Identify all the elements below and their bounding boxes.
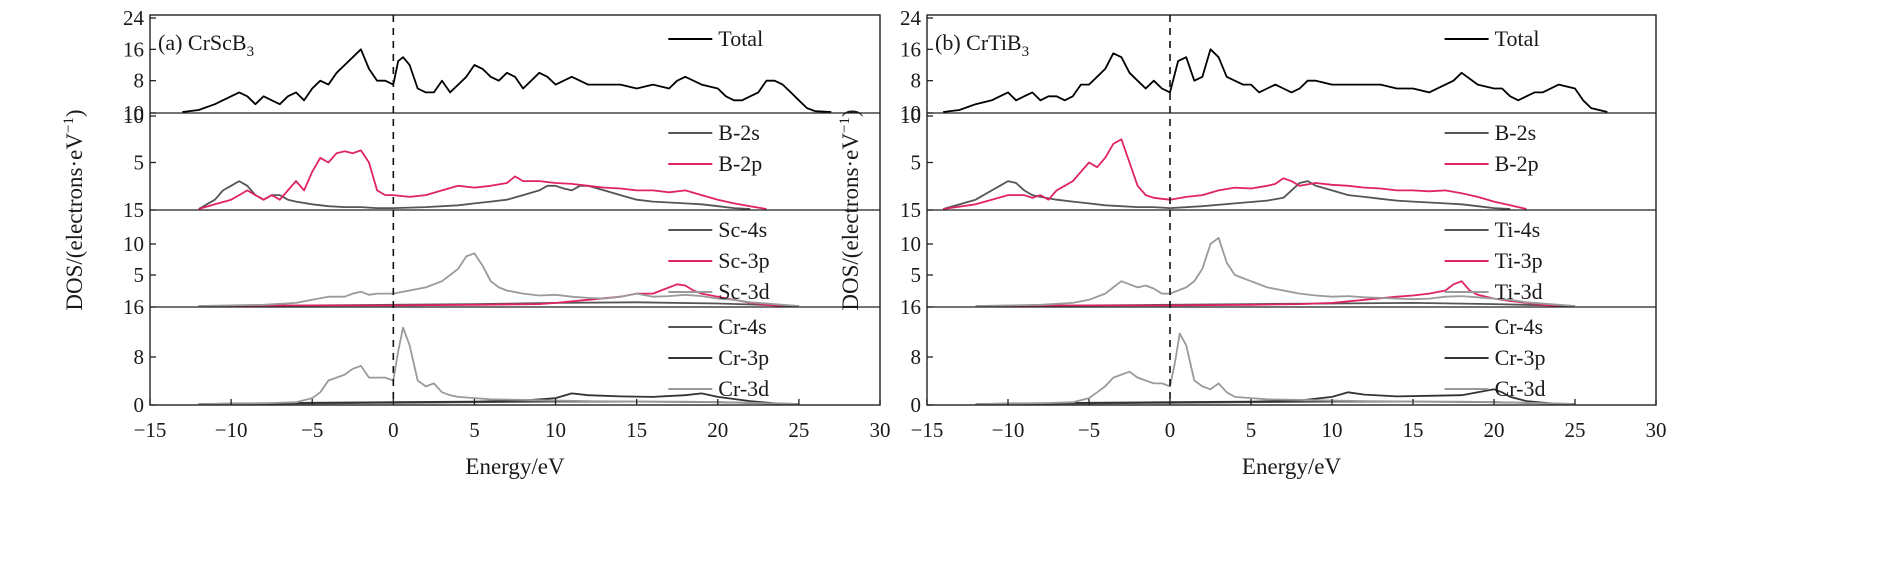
y-tick-label: 16 (900, 295, 921, 319)
series-line-b-2p (198, 149, 767, 210)
x-tick-label: 30 (1646, 418, 1667, 442)
y-tick-label: 16 (123, 37, 144, 61)
series-line-b-2s (942, 180, 1511, 210)
y-tick-label: 8 (911, 69, 922, 93)
legend-label-total: Total (718, 26, 763, 51)
x-tick-label: 0 (1165, 418, 1176, 442)
y-tick-label: 5 (911, 151, 922, 175)
series-line-cr-3p (975, 388, 1559, 405)
x-tick-label: 30 (870, 418, 891, 442)
y-tick-label: 5 (911, 263, 922, 287)
subplot-2: 10 5 16 Sc-4s Sc-3p Sc-3d (123, 209, 880, 319)
y-tick-label: 24 (900, 6, 922, 30)
y-tick-label: 10 (900, 101, 921, 125)
y-axis-title: DOS/(electrons·eV−1) (837, 109, 863, 310)
subplot-3: 8 0 Cr-4s Cr-3p Cr-3d (134, 306, 880, 417)
y-tick-label: 5 (134, 151, 145, 175)
x-tick-label: 10 (1322, 418, 1343, 442)
series-line-b-2p (943, 138, 1527, 210)
y-tick-label: 0 (911, 393, 922, 417)
legend-label-sc-4s: Sc-4s (718, 217, 767, 242)
legend-label-b-2s: B-2s (718, 120, 760, 145)
x-tick-label: −5 (301, 418, 323, 442)
y-tick-label: 15 (123, 198, 144, 222)
y-tick-label: 10 (900, 104, 921, 128)
x-tick-label: 20 (1484, 418, 1505, 442)
y-tick-label: 15 (900, 198, 921, 222)
y-tick-label: 5 (134, 263, 145, 287)
y-tick-label: 8 (911, 345, 922, 369)
x-axis-title: Energy/eV (1242, 454, 1342, 479)
x-tick-label: 15 (1403, 418, 1424, 442)
legend-label-cr-3d: Cr-3d (718, 376, 769, 401)
legend-label-cr-4s: Cr-4s (718, 314, 766, 339)
panel-b: 24 16 8 10 Total 10 5 15 B-2s B-2p 10 5 16 Ti-4s Ti-3p… (837, 6, 1667, 479)
y-tick-label: 10 (123, 232, 144, 256)
series-line-cr-3d (198, 326, 799, 405)
legend-label-sc-3p: Sc-3p (718, 248, 769, 273)
subplot-0: 24 16 8 10 Total (123, 6, 832, 125)
series-line-total (943, 48, 1608, 113)
legend-label-ti-3p: Ti-3p (1495, 248, 1543, 273)
y-tick-label: 16 (900, 37, 921, 61)
legend-label-sc-3d: Sc-3d (718, 279, 769, 304)
subplot-3: 8 0 Cr-4s Cr-3p Cr-3d (911, 306, 1656, 417)
y-tick-label: 10 (123, 104, 144, 128)
x-tick-label: 5 (469, 418, 480, 442)
legend-label-cr-4s: Cr-4s (1495, 314, 1543, 339)
x-tick-label: −10 (215, 418, 248, 442)
x-tick-label: 15 (626, 418, 647, 442)
panel-label: (a) CrScB3 (158, 30, 254, 60)
subplot-2: 10 5 16 Ti-4s Ti-3p Ti-3d (900, 209, 1656, 319)
x-tick-label: −5 (1078, 418, 1100, 442)
legend-label-total: Total (1495, 26, 1540, 51)
x-tick-label: 10 (545, 418, 566, 442)
x-tick-label: −15 (134, 418, 167, 442)
x-tick-label: 5 (1246, 418, 1257, 442)
legend-label-b-2s: B-2s (1495, 120, 1537, 145)
x-tick-label: 25 (788, 418, 809, 442)
subplot-0: 24 16 8 10 Total (900, 6, 1608, 125)
x-tick-label: −10 (992, 418, 1025, 442)
y-tick-label: 8 (134, 345, 145, 369)
y-axis-title: DOS/(electrons·eV−1) (61, 109, 87, 310)
legend-label-ti-4s: Ti-4s (1495, 217, 1541, 242)
x-tick-label: 20 (707, 418, 728, 442)
x-tick-label: −15 (911, 418, 944, 442)
y-tick-label: 8 (134, 69, 145, 93)
legend-label-ti-3d: Ti-3d (1495, 279, 1543, 304)
legend-label-cr-3d: Cr-3d (1495, 376, 1546, 401)
series-line-ti-3d (975, 236, 1576, 307)
panel-a: 24 16 8 10 Total 10 5 15 B-2s B-2p 10 5 16 Sc-4s Sc-3p… (61, 6, 891, 479)
y-tick-label: 10 (900, 232, 921, 256)
series-line-b-2s (198, 180, 751, 210)
y-tick-label: 16 (123, 295, 144, 319)
legend-label-b-2p: B-2p (718, 151, 762, 176)
y-tick-label: 10 (123, 101, 144, 125)
series-line-sc-3d (198, 252, 799, 307)
subplot-1: 10 5 15 B-2s B-2p (123, 104, 880, 222)
legend-label-cr-3p: Cr-3p (1495, 345, 1546, 370)
series-line-cr-3d (975, 332, 1576, 405)
panel-label: (b) CrTiB3 (935, 30, 1029, 60)
series-line-cr-3p (198, 392, 783, 405)
legend-label-b-2p: B-2p (1495, 151, 1539, 176)
series-line-ti-3p (975, 280, 1559, 307)
legend-label-cr-3p: Cr-3p (718, 345, 769, 370)
x-tick-label: 0 (388, 418, 399, 442)
y-tick-label: 0 (134, 393, 145, 417)
x-axis-title: Energy/eV (465, 454, 565, 479)
panel-frame (149, 14, 881, 406)
y-tick-label: 24 (123, 6, 145, 30)
subplot-1: 10 5 15 B-2s B-2p (900, 104, 1656, 222)
x-tick-label: 25 (1565, 418, 1586, 442)
series-line-total (182, 48, 832, 113)
panel-frame (926, 14, 1657, 406)
